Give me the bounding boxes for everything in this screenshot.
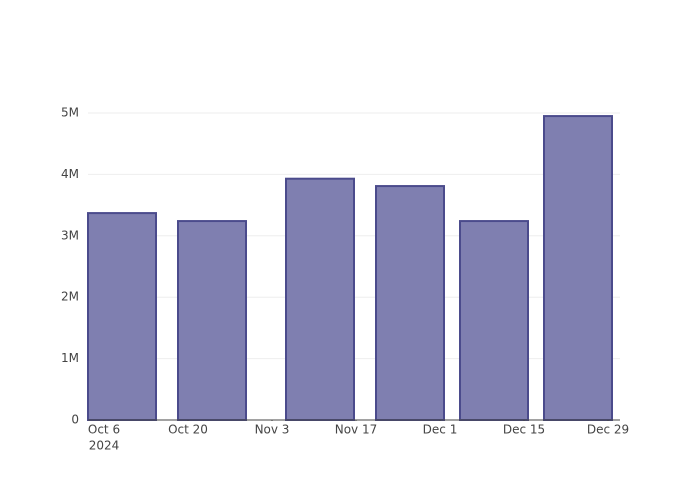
y-tick-label: 5M (61, 106, 79, 120)
bar (543, 115, 613, 421)
x-tick-label: Oct 20 (168, 423, 208, 437)
y-tick-label: 3M (61, 228, 79, 242)
y-tick-label: 1M (61, 351, 79, 365)
x-tick-label: Dec 1 (423, 423, 458, 437)
x-tick-label: Nov 17 (335, 423, 378, 437)
y-tick-label: 2M (61, 290, 79, 304)
x-tick-label: Oct 6 (88, 423, 120, 437)
bar (177, 220, 247, 421)
x-tick-label: Dec 29 (587, 423, 629, 437)
x-year-label: 2024 (89, 439, 120, 453)
y-tick-label: 4M (61, 167, 79, 181)
x-tick-label: Nov 3 (255, 423, 290, 437)
bar (285, 177, 355, 421)
y-tick-label: 0 (71, 413, 79, 427)
bar (375, 185, 445, 421)
bar (459, 220, 529, 421)
bar (87, 212, 157, 421)
x-tick-label: Dec 15 (503, 423, 545, 437)
